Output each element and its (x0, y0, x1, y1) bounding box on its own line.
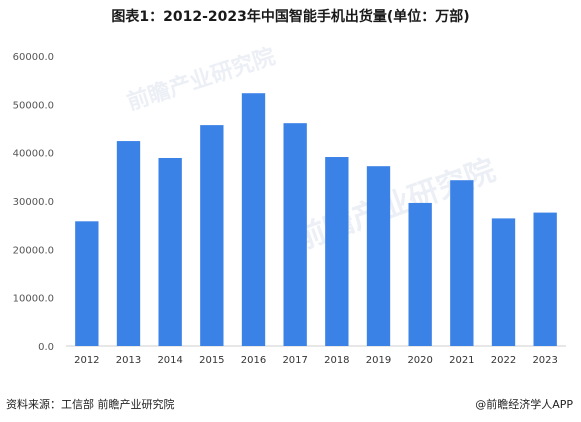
bar-2015 (200, 125, 224, 346)
y-tick-label: 10000.0 (13, 294, 54, 305)
y-tick-label: 30000.0 (13, 197, 54, 208)
y-tick-label: 0.0 (38, 342, 54, 353)
bar-2017 (283, 123, 307, 346)
bar-2016 (241, 93, 266, 346)
bars-group (75, 93, 557, 346)
chart-title: 图表1：2012-2023年中国智能手机出货量(单位：万部) (111, 9, 470, 25)
bar-2022 (491, 218, 516, 346)
bar-2020 (408, 202, 432, 346)
x-tick-label: 2022 (491, 355, 516, 366)
y-tick-label: 50000.0 (13, 100, 54, 111)
x-tick-label: 2017 (282, 355, 307, 366)
x-tick-label: 2012 (74, 355, 99, 366)
bar-2021 (450, 180, 474, 346)
x-tick-label: 2023 (532, 355, 557, 366)
bar-2018 (325, 157, 349, 346)
source-note: 资料来源：工信部 前瞻产业研究院 (6, 398, 175, 411)
bar-2012 (75, 221, 99, 346)
x-tick-label: 2019 (366, 355, 391, 366)
bar-2014 (158, 157, 182, 346)
x-tick-label: 2013 (116, 355, 141, 366)
x-axis: 2012 2013 2014 2015 2016 2017 2018 2019 2020 2021… (74, 355, 558, 366)
bar-2013 (116, 141, 141, 346)
bar-2023 (533, 212, 557, 346)
y-tick-label: 40000.0 (13, 149, 54, 160)
bar-2019 (366, 166, 391, 346)
y-axis: 0.0 10000.0 20000.0 30000.0 40000.0 50000.0 60… (13, 52, 54, 353)
x-tick-label: 2020 (407, 355, 432, 366)
brand-note: @前瞻经济学人APP (475, 398, 573, 411)
y-tick-label: 20000.0 (13, 245, 54, 256)
x-tick-label: 2018 (324, 355, 349, 366)
y-tick-label: 60000.0 (13, 52, 54, 63)
x-tick-label: 2021 (449, 355, 474, 366)
x-tick-label: 2015 (199, 355, 224, 366)
x-tick-label: 2016 (241, 355, 266, 366)
x-tick-label: 2014 (157, 355, 182, 366)
